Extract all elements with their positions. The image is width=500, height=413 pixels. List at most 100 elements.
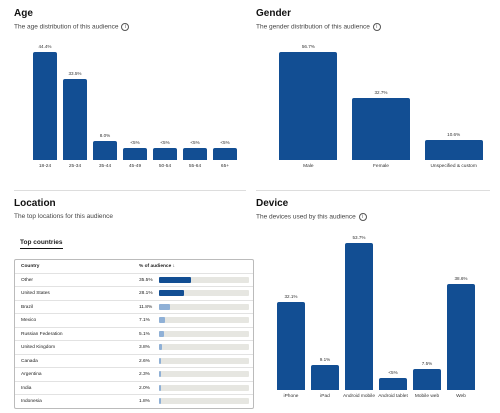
country: Canada: [21, 358, 38, 364]
table-row: Indonesia 1.8%: [15, 395, 253, 408]
country: Russian Federation: [21, 331, 63, 337]
bar: [159, 398, 161, 404]
value-label: 38.6%: [454, 276, 468, 282]
category-label: 25-34: [68, 164, 82, 169]
bar-track: [159, 384, 249, 391]
subtitle-text: The age distribution of this audience: [14, 23, 119, 31]
chart-title: Device: [256, 198, 289, 209]
country-table: Country % of audience ↓ Other 35.5% United…: [14, 259, 254, 409]
country: United Kingdom: [21, 345, 56, 350]
category-label: 65+: [220, 164, 230, 169]
country: Other: [21, 277, 33, 283]
bar: [159, 276, 191, 283]
percent: 28.1%: [139, 291, 153, 296]
column-header: Country: [21, 264, 40, 269]
bar: [159, 384, 161, 391]
value-label: 7.5%: [421, 361, 433, 367]
bar: [159, 290, 185, 296]
table-row: Argentina 2.3%: [15, 368, 253, 382]
bar-track: [159, 276, 249, 283]
category-label: Mobile web: [414, 394, 440, 399]
bar: [159, 317, 166, 323]
table-row: United States 28.1%: [15, 287, 253, 301]
category-label: 35-44: [98, 164, 112, 169]
country: India: [21, 385, 32, 391]
bar: [424, 139, 483, 160]
chart-subtitle: The age distribution of this audience i: [14, 23, 130, 31]
value-label: <5%: [130, 140, 140, 145]
bar-track: [159, 330, 249, 337]
sort-icon: ↓: [172, 264, 176, 269]
category-label: iPhone: [283, 394, 299, 399]
bar: [159, 371, 162, 377]
divider: [14, 190, 246, 191]
bar: [159, 303, 170, 310]
bar: [345, 243, 373, 390]
value-label: 33.5%: [68, 70, 82, 76]
section-subtitle: The top locations for this audience: [14, 213, 114, 220]
percent: 2.0%: [139, 385, 150, 391]
chart-subtitle: The devices used by this audience i: [256, 213, 367, 221]
bar-track: [159, 317, 249, 323]
bar: [183, 148, 207, 160]
bar: [93, 140, 117, 160]
percent: 7.1%: [139, 318, 150, 323]
value-label: <5%: [190, 140, 200, 145]
value-label: 56.7%: [301, 44, 315, 49]
column-header[interactable]: % of audience ↓: [139, 264, 175, 269]
tab[interactable]: Top countries: [20, 239, 63, 249]
category-label: 55-64: [188, 164, 202, 169]
percent: 2.6%: [139, 358, 150, 364]
country: Mexico: [21, 318, 37, 323]
table-row: Mexico 7.1%: [15, 314, 253, 328]
category-label: 50-54: [158, 164, 172, 169]
value-label: <5%: [160, 140, 170, 145]
table-row: Russian Federation 5.1%: [15, 328, 253, 341]
table-row: Other 35.5%: [15, 274, 253, 287]
bar: [351, 97, 411, 160]
bar: [159, 330, 164, 337]
section-title: Location: [14, 198, 56, 209]
info-icon: i: [372, 23, 381, 31]
value-label: 9.1%: [319, 357, 331, 363]
percent: 5.1%: [139, 331, 150, 337]
value-label: 53.7%: [352, 235, 366, 240]
info-icon: i: [358, 213, 367, 221]
category-label: 18-24: [38, 164, 52, 169]
bar: [279, 52, 338, 160]
value-label: 32.1%: [284, 294, 298, 300]
bar: [33, 52, 57, 160]
country: United States: [21, 291, 50, 296]
divider: [256, 190, 490, 191]
bar: [123, 148, 147, 160]
value-label: 32.7%: [374, 89, 388, 95]
category-label: Female: [372, 164, 389, 169]
bar-track: [159, 357, 249, 364]
bar: [213, 148, 237, 160]
bar: [311, 365, 339, 390]
country: Argentina: [21, 372, 42, 377]
info-icon: i: [121, 23, 130, 31]
bar: [447, 284, 475, 390]
percent: 2.3%: [139, 372, 150, 377]
table-row: India 2.0%: [15, 382, 253, 395]
bar: [159, 357, 162, 364]
table-row: Canada 2.6%: [15, 355, 253, 368]
subtitle-text: The gender distribution of this audience: [256, 23, 370, 31]
category-label: Unspecified & custom: [430, 164, 477, 169]
value-label: 44.4%: [38, 44, 52, 49]
bar: [277, 302, 305, 390]
value-label: <5%: [388, 370, 398, 375]
chart-subtitle: The gender distribution of this audience…: [256, 23, 381, 31]
table-row: United Kingdom 3.8%: [15, 341, 253, 355]
category-label: Male: [303, 164, 314, 169]
country: Brazil: [21, 304, 33, 310]
chart-title: Age: [14, 8, 33, 19]
category-label: Web: [456, 394, 466, 399]
percent: 35.5%: [139, 277, 153, 283]
bar-track: [159, 398, 249, 404]
table-header: Country % of audience ↓: [15, 260, 253, 274]
category-label: 45-49: [128, 164, 142, 169]
percent: 3.8%: [139, 345, 150, 350]
